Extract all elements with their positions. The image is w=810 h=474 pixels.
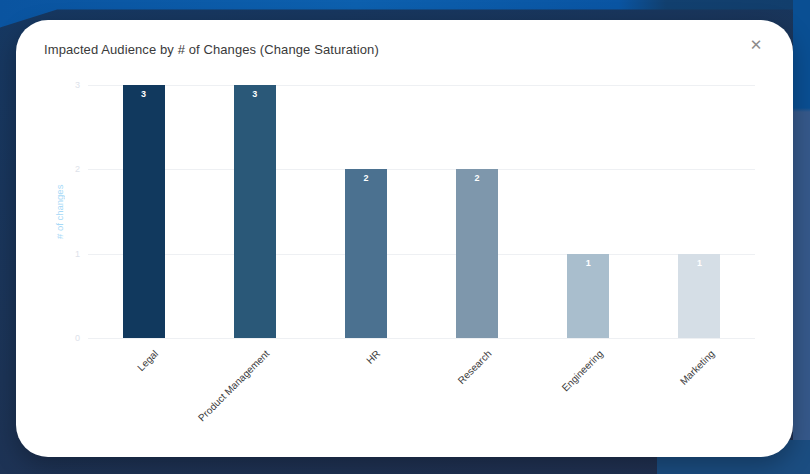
y-axis-tick-label: 1 [75,249,80,259]
y-axis-tick-label: 2 [75,164,80,174]
bar-value-label: 1 [567,258,609,268]
gridline [88,254,755,255]
bar[interactable]: 1 [567,254,609,338]
bar-value-label: 3 [123,89,165,99]
bar[interactable]: 2 [456,169,498,338]
bar[interactable]: 2 [345,169,387,338]
x-axis-tick-label: Marketing [677,348,716,387]
gridline [88,338,755,339]
chart-title: Impacted Audience by # of Changes (Chang… [44,42,379,57]
bar[interactable]: 3 [234,85,276,338]
x-axis-tick-label: Legal [135,348,160,373]
y-axis-tick-label: 3 [75,80,80,90]
chart-modal: Impacted Audience by # of Changes (Chang… [16,20,793,457]
bar-value-label: 1 [678,258,720,268]
plot-area: 0123# of changes3Legal3Product Managemen… [88,85,755,338]
y-axis-title: # of changes [52,85,66,338]
bar-value-label: 3 [234,89,276,99]
x-axis-tick-label: Research [456,348,494,386]
x-axis-tick-label: HR [365,348,383,366]
bar[interactable]: 1 [678,254,720,338]
x-axis-tick-label: Engineering [560,348,606,394]
bar[interactable]: 3 [123,85,165,338]
bar-value-label: 2 [456,173,498,183]
background-right-strip [793,0,810,474]
gridline [88,169,755,170]
bar-value-label: 2 [345,173,387,183]
close-icon[interactable]: ✕ [745,34,767,56]
x-axis-tick-label: Product Management [196,348,271,423]
y-axis-tick-label: 0 [75,333,80,343]
gridline [88,85,755,86]
